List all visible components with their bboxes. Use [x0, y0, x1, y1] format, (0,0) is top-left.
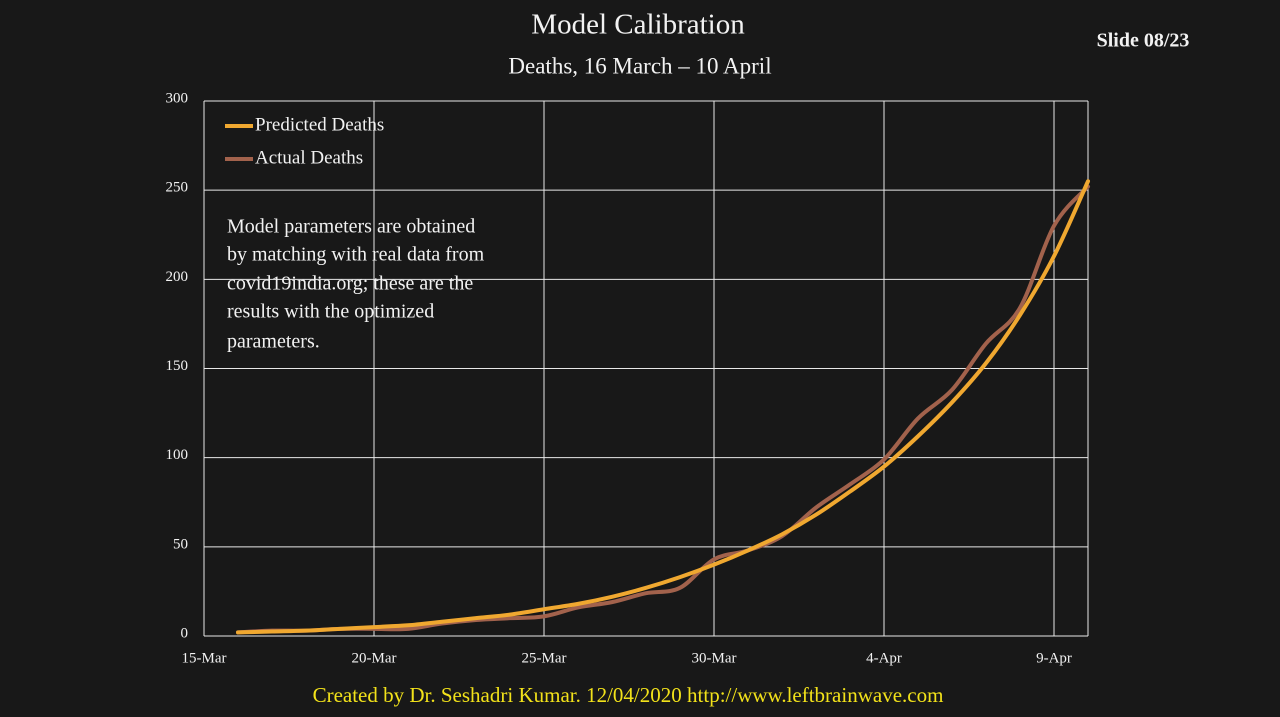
legend-label: Predicted Deaths [255, 114, 384, 135]
annotation: Model parameters are obtained by matchin… [227, 216, 485, 353]
x-tick-label: 30-Mar [692, 650, 737, 666]
x-tick-label: 4-Apr [866, 650, 902, 666]
data-line [236, 179, 1090, 635]
x-tick-label: 20-Mar [352, 650, 397, 666]
x-tick-label: 9-Apr [1036, 650, 1072, 666]
chart-title: Model Calibration [531, 9, 745, 41]
y-tick-label: 0 [181, 625, 189, 641]
annotation-line: results with the optimized [227, 301, 434, 323]
y-tick-label: 100 [166, 447, 189, 463]
annotation-line: Model parameters are obtained [227, 216, 475, 238]
footer: Created by Dr. Seshadri Kumar. 12/04/202… [313, 683, 944, 707]
y-tick-label: 200 [166, 269, 189, 285]
annotation-line: covid19india.org; these are the [227, 273, 473, 295]
slide-number: Slide 08/23 [1097, 30, 1190, 52]
legend-label: Actual Deaths [255, 147, 363, 168]
chart-subtitle: Deaths, 16 March – 10 April [508, 53, 771, 78]
y-tick-label: 250 [166, 180, 189, 196]
x-tick-label: 25-Mar [522, 650, 567, 666]
x-tick-label: 15-Mar [182, 650, 227, 666]
plot: 0 50 100 150 200 250 300 15-Mar 20-Mar 25-Mar 30-M… [166, 90, 1090, 666]
data-line [236, 184, 1090, 635]
annotation-line: by matching with real data from [227, 244, 485, 266]
annotation-line: parameters. [227, 331, 320, 353]
y-tick-label: 150 [166, 358, 189, 374]
y-tick-label: 50 [173, 536, 188, 552]
y-tick-label: 300 [166, 90, 189, 106]
